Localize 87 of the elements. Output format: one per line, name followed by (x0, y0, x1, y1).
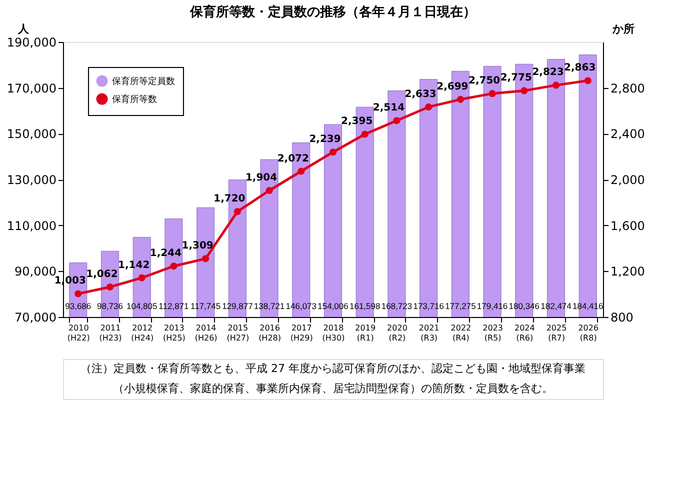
y2-tick-label: 2,800 (610, 81, 645, 96)
x-tick-label: 2010 (H22) (67, 324, 90, 342)
y-tick-label: 170,000 (6, 81, 56, 96)
data-label: 168,723 (381, 301, 412, 311)
data-label: 2,072 (277, 153, 309, 164)
data-label: 179,416 (476, 301, 508, 311)
y-tick-label: 130,000 (6, 173, 56, 187)
point (393, 117, 400, 124)
y2-tick-label: 2,000 (610, 173, 645, 187)
text: （注）定員数・保育所等数とも、平成 27 年度から認可保育所のほか、認定こども園・地域型保育事業 (80, 362, 586, 375)
data-label: 146,073 (286, 301, 317, 311)
data-label: 1,904 (245, 172, 278, 184)
data-label: 173,716 (413, 301, 444, 311)
x-tick-label: 2018 (H30) (322, 324, 345, 342)
point (520, 87, 528, 94)
x-tick-label: 2014 (H26) (194, 324, 218, 342)
data-label: 93,686 (65, 301, 92, 311)
x-tick-label: 2026 (R8) (578, 324, 599, 342)
data-label: 129,877 (222, 301, 254, 311)
y2-tick-label: 800 (610, 310, 634, 324)
text: （小規模保育、家庭的保育、事業所内保育、居宅訪問型保育）の箇所数・定員数を含む。 (113, 382, 553, 395)
data-label: 2,823 (532, 67, 564, 78)
legend-label: 保育所等数 (112, 94, 157, 105)
data-label: 2,775 (500, 72, 532, 84)
x-tick-label: 2015 (H27) (226, 324, 250, 342)
point (329, 148, 337, 156)
x-tick-label: 2021 (R3) (418, 324, 440, 342)
y-tick-label: 110,000 (6, 218, 56, 233)
point (488, 90, 496, 98)
x-tick-label: 2024 (R6) (514, 324, 535, 342)
point (234, 208, 241, 216)
y2-tick-label: 1,600 (610, 218, 645, 233)
point (298, 168, 305, 175)
data-label: 184,416 (572, 301, 604, 311)
x-tick-label: 2023 (R5) (482, 324, 503, 342)
point (202, 255, 210, 262)
data-label: 138,721 (254, 301, 285, 311)
x-tick-label: 2017 (H29) (290, 324, 313, 342)
x-tick-label: 2019 (R1) (355, 324, 376, 342)
data-label: 1,244 (150, 248, 182, 260)
point (170, 262, 178, 270)
chart-title: 保育所等数・定員数の推移（各年４月１日現在） (189, 4, 476, 20)
data-label: 1,309 (182, 240, 214, 252)
data-label: 2,863 (564, 62, 596, 74)
data-label: 117,745 (190, 301, 221, 311)
y-tick-label: 90,000 (14, 264, 56, 279)
data-label: 182,474 (540, 301, 572, 311)
point (425, 103, 432, 110)
y2-tick-label: 2,400 (610, 127, 645, 142)
point (584, 77, 592, 84)
data-label: 154,006 (318, 301, 349, 311)
data-label: 177,275 (445, 301, 476, 311)
point (361, 130, 368, 138)
data-label: 1,142 (118, 260, 150, 271)
x-tick-label: 2022 (R4) (450, 324, 472, 342)
data-label: 2,750 (468, 76, 500, 87)
point (266, 186, 273, 194)
x-tick-label: 2012 (H24) (131, 324, 154, 342)
x-tick-label: 2016 (H28) (258, 324, 281, 342)
x-tick-label: 2020 (R2) (387, 324, 408, 342)
data-label: 112,871 (158, 301, 190, 311)
point (138, 274, 146, 282)
data-label: 2,699 (436, 81, 468, 92)
y-tick-label: 190,000 (6, 36, 56, 50)
data-label: 98,736 (96, 301, 124, 311)
point (106, 283, 114, 291)
y-axis-title: 人 (17, 22, 30, 36)
x-tick-label: 2011 (H23) (99, 324, 122, 342)
point (456, 96, 464, 103)
data-label: 2,395 (341, 116, 373, 128)
legend-label: 保育所等定員数 (112, 76, 175, 87)
data-label: 180,346 (508, 301, 540, 311)
y2-tick-label: 1,200 (610, 264, 645, 279)
data-label: 1,720 (214, 194, 246, 205)
point (552, 82, 560, 89)
y-tick-label: 70,000 (14, 310, 56, 324)
data-label: 2,514 (372, 102, 405, 114)
y2-axis-title: か所 (612, 22, 634, 36)
x-tick-label: 2025 (R7) (546, 324, 567, 342)
data-label: 2,239 (309, 134, 341, 146)
data-label: 104,805 (126, 301, 158, 311)
data-label: 161,598 (349, 301, 380, 311)
x-tick-label: 2013 (H25) (162, 324, 186, 342)
point (74, 290, 82, 298)
data-label: 2,633 (404, 88, 436, 100)
data-label: 1,062 (86, 268, 118, 280)
y-tick-label: 150,000 (6, 127, 56, 142)
